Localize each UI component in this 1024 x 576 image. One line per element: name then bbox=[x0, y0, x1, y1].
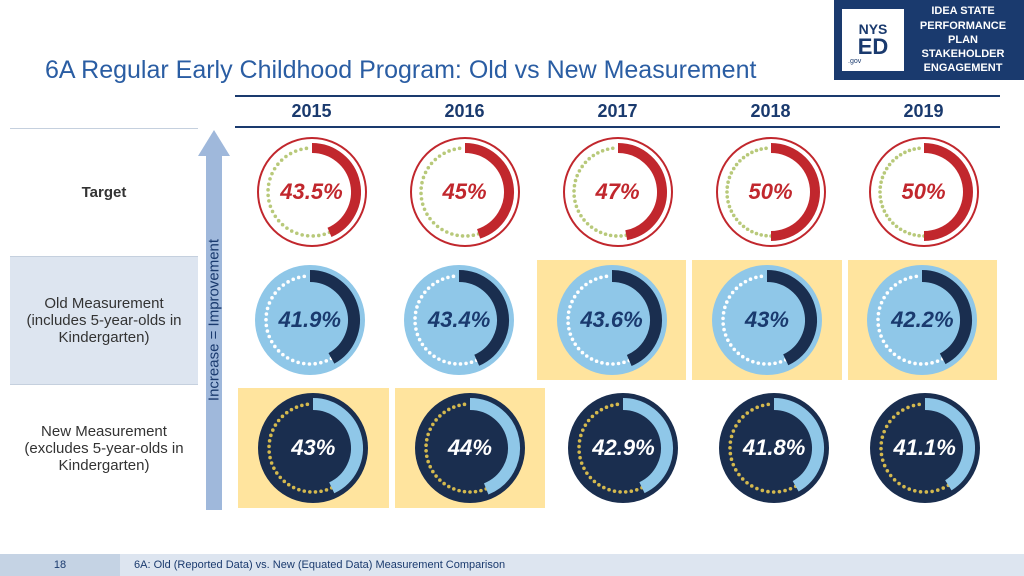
data-cell: 43.6% bbox=[537, 260, 686, 380]
donut-chart: 42.9% bbox=[567, 392, 679, 504]
data-cell: 43% bbox=[238, 388, 389, 508]
arrow-label: Increase = Improvement bbox=[206, 239, 223, 401]
donut-chart: 43.6% bbox=[556, 264, 668, 376]
data-row: New Measurement (excludes 5-year-olds in… bbox=[10, 384, 1000, 512]
year-column-header: 2015 bbox=[235, 101, 388, 122]
donut-value: 44% bbox=[414, 392, 526, 504]
footer: 18 6A: Old (Reported Data) vs. New (Equa… bbox=[0, 554, 1024, 576]
year-column-header: 2016 bbox=[388, 101, 541, 122]
donut-chart: 43% bbox=[711, 264, 823, 376]
data-cell: 41.9% bbox=[235, 256, 384, 384]
logo-badge: NYS ED .gov bbox=[842, 9, 904, 71]
row-label: Old Measurement (includes 5-year-olds in… bbox=[10, 256, 198, 384]
footer-text: 6A: Old (Reported Data) vs. New (Equated… bbox=[120, 559, 505, 571]
donut-chart: 50% bbox=[715, 136, 827, 248]
page-number: 18 bbox=[0, 554, 120, 576]
row-label: New Measurement (excludes 5-year-olds in… bbox=[10, 384, 198, 512]
donut-chart: 41.9% bbox=[254, 264, 366, 376]
donut-chart: 45% bbox=[409, 136, 521, 248]
row-label: Target bbox=[10, 128, 198, 256]
data-cell: 43.5% bbox=[235, 128, 388, 256]
donut-chart: 50% bbox=[868, 136, 980, 248]
donut-value: 42.9% bbox=[567, 392, 679, 504]
donut-chart: 43.4% bbox=[403, 264, 515, 376]
donut-chart: 42.2% bbox=[866, 264, 978, 376]
donut-value: 43.5% bbox=[256, 136, 368, 248]
donut-chart: 43% bbox=[257, 392, 369, 504]
data-grid: 20152016201720182019 Target 43.5% 45% 47… bbox=[10, 95, 1000, 512]
logo-box: NYS ED .gov IDEA STATE PERFORMANCE PLAN … bbox=[834, 0, 1024, 80]
data-cell: 50% bbox=[847, 128, 1000, 256]
donut-chart: 47% bbox=[562, 136, 674, 248]
data-cell: 45% bbox=[388, 128, 541, 256]
donut-chart: 44% bbox=[414, 392, 526, 504]
data-cell: 43.4% bbox=[384, 256, 533, 384]
donut-value: 50% bbox=[868, 136, 980, 248]
donut-value: 42.2% bbox=[866, 264, 978, 376]
donut-value: 41.9% bbox=[254, 264, 366, 376]
logo-gov: .gov bbox=[848, 58, 861, 65]
logo-ed: ED bbox=[858, 36, 889, 58]
page-title: 6A Regular Early Childhood Program: Old … bbox=[45, 56, 756, 85]
data-cell: 44% bbox=[395, 388, 546, 508]
donut-value: 41.1% bbox=[869, 392, 981, 504]
increase-arrow: Increase = Improvement bbox=[198, 130, 230, 510]
arrow-head-icon bbox=[198, 130, 230, 156]
donut-chart: 43.5% bbox=[256, 136, 368, 248]
data-cell: 47% bbox=[541, 128, 694, 256]
data-cell: 41.8% bbox=[699, 384, 850, 512]
data-cell: 50% bbox=[694, 128, 847, 256]
donut-value: 43% bbox=[711, 264, 823, 376]
donut-value: 50% bbox=[715, 136, 827, 248]
donut-chart: 41.1% bbox=[869, 392, 981, 504]
donut-value: 43.6% bbox=[556, 264, 668, 376]
donut-value: 47% bbox=[562, 136, 674, 248]
donut-value: 43.4% bbox=[403, 264, 515, 376]
donut-value: 45% bbox=[409, 136, 521, 248]
data-cell: 41.1% bbox=[849, 384, 1000, 512]
year-column-header: 2019 bbox=[847, 101, 1000, 122]
data-cell: 42.9% bbox=[548, 384, 699, 512]
donut-value: 43% bbox=[257, 392, 369, 504]
data-cell: 42.2% bbox=[848, 260, 997, 380]
data-row: Old Measurement (includes 5-year-olds in… bbox=[10, 256, 1000, 384]
data-cell: 43% bbox=[692, 260, 841, 380]
year-column-header: 2018 bbox=[694, 101, 847, 122]
donut-chart: 41.8% bbox=[718, 392, 830, 504]
donut-value: 41.8% bbox=[718, 392, 830, 504]
logo-text: IDEA STATE PERFORMANCE PLAN STAKEHOLDER … bbox=[904, 4, 1016, 75]
year-column-header: 2017 bbox=[541, 101, 694, 122]
data-row: Target 43.5% 45% 47% 50% 50% bbox=[10, 128, 1000, 256]
year-header: 20152016201720182019 bbox=[235, 95, 1000, 128]
